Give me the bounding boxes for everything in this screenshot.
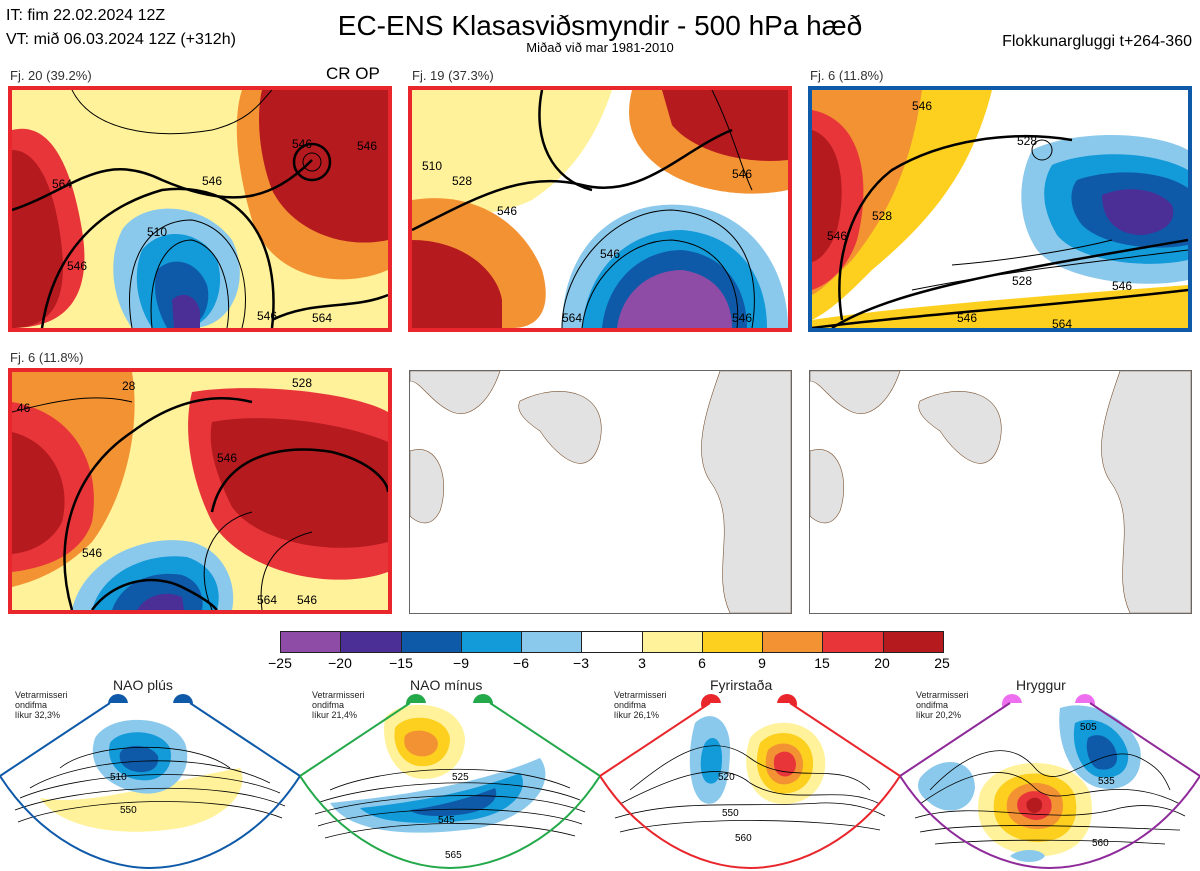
contour-label: 565 [445, 850, 462, 861]
contour-label: 546 [292, 137, 312, 151]
contour-label: 546 [912, 99, 932, 113]
colorbar-cell [582, 632, 643, 652]
regime-nao-plus-map: 510 550 [0, 702, 300, 870]
initial-time: IT: fim 22.02.2024 12Z [6, 7, 166, 24]
contour-label: 546 [202, 174, 222, 188]
colorbar-cell [702, 632, 764, 652]
panel-4-label: Fj. 6 (11.8%) [10, 350, 84, 365]
contour-label: 520 [718, 772, 735, 783]
regime-nao-plus-meta: Vetrarmisseri ondifma líkur 32,3% [15, 690, 68, 720]
contour-label: 546 [497, 204, 517, 218]
valid-time: VT: mið 06.03.2024 12Z (+312h) [6, 31, 236, 48]
colorbar-tick: 3 [638, 655, 646, 671]
regime-nao-minus-title: NAO mínus [410, 677, 483, 693]
contour-label: 528 [292, 376, 312, 390]
contour-label: 560 [1092, 838, 1109, 849]
contour-label: 564 [257, 593, 277, 607]
colorbar-tick: −6 [513, 655, 529, 671]
regime-ridge-meta: Vetrarmisseri ondifma líkur 20,2% [916, 690, 969, 720]
contour-label: 546 [957, 311, 977, 325]
contour-label: 550 [120, 805, 137, 816]
contour-label: 564 [1052, 317, 1072, 328]
contour-label: 525 [452, 772, 469, 783]
cluster-map-1: 546 546 510 546 564 546 564 546 [8, 86, 392, 332]
regime-nao-plus-title: NAO plús [113, 677, 173, 693]
contour-label: 546 [827, 229, 847, 243]
contour-label: 505 [1080, 722, 1097, 733]
colorbar-tick: −15 [389, 655, 413, 671]
empty-map-2 [809, 370, 1192, 614]
contour-label: 546 [732, 311, 752, 325]
colorbar-tick: −20 [328, 655, 352, 671]
colorbar-cell [401, 632, 462, 652]
colorbar-tick: 6 [698, 655, 706, 671]
contour-label: 564 [312, 311, 332, 325]
cluster-map-2: 510 528 546 546 546 564 546 [408, 86, 792, 332]
colorbar-tick: 20 [874, 655, 890, 671]
regime-blocking-title: Fyrirstaða [710, 677, 773, 693]
contour-label: 546 [357, 139, 377, 153]
colorbar-cell [341, 632, 402, 652]
colorbar-cell [823, 632, 884, 652]
colorbar-cell [763, 632, 824, 652]
colorbar-tick: 9 [758, 655, 766, 671]
contour-label: 535 [1098, 776, 1115, 787]
contour-label: 546 [732, 167, 752, 181]
regime-blocking-meta: Vetrarmisseri ondifma líkur 26,1% [614, 690, 667, 720]
contour-label: 546 [1112, 279, 1132, 293]
cluster-map-4: 46 28 528 546 546 564 546 [8, 368, 392, 614]
colorbar-tick: −25 [268, 655, 292, 671]
classification-window: Flokkunargluggi t+264-360 [1002, 33, 1192, 50]
contour-label: 546 [600, 247, 620, 261]
contour-label: 528 [1017, 134, 1037, 148]
page-subtitle: Miðað við mar 1981-2010 [526, 40, 674, 55]
page-title: EC-ENS Klasasviðsmyndir - 500 hPa hæð [337, 10, 863, 41]
contour-label: 28 [122, 379, 136, 393]
colorbar-cell [281, 632, 342, 652]
panel-3-label: Fj. 6 (11.8%) [810, 68, 884, 83]
panel-2-label: Fj. 19 (37.3%) [412, 68, 494, 83]
colorbar-cell [461, 632, 523, 652]
colorbar-tick: 15 [814, 655, 830, 671]
colorbar-tick: 25 [934, 655, 950, 671]
colorbar-tick: −3 [573, 655, 589, 671]
colorbar-cell [883, 632, 943, 652]
empty-map-1 [409, 370, 792, 614]
colorbar-cell [522, 632, 583, 652]
regime-ridge-map: 505 535 560 [900, 702, 1200, 870]
contour-label: 564 [562, 311, 582, 325]
contour-label: 510 [147, 225, 167, 239]
contour-label: 546 [257, 309, 277, 323]
cluster-map-3: 546 528 528 546 528 546 546 564 [808, 86, 1192, 332]
contour-label: 510 [110, 772, 127, 783]
contour-label: 546 [217, 451, 237, 465]
regime-nao-minus-meta: Vetrarmisseri ondifma líkur 21,4% [312, 690, 365, 720]
contour-label: 546 [67, 259, 87, 273]
colorbar-tick: −9 [453, 655, 469, 671]
contour-label: 528 [452, 174, 472, 188]
contour-label: 528 [872, 209, 892, 223]
contour-label: 546 [82, 546, 102, 560]
contour-label: 564 [52, 177, 72, 191]
panel-1-label: Fj. 20 (39.2%) [10, 68, 92, 83]
colorbar [280, 631, 944, 653]
contour-label: 560 [735, 833, 752, 844]
regime-nao-minus-map: 525 545 565 [300, 702, 600, 870]
regime-ridge-title: Hryggur [1016, 677, 1066, 693]
contour-label: 550 [722, 808, 739, 819]
contour-label: 528 [1012, 274, 1032, 288]
contour-label: 545 [438, 815, 455, 826]
contour-label: 546 [297, 593, 317, 607]
contour-label: 46 [17, 401, 31, 415]
panel-1-extra: CR OP [326, 64, 380, 83]
contour-label: 510 [422, 159, 442, 173]
regime-blocking-map: 520 550 560 [600, 702, 900, 870]
colorbar-cell [642, 632, 703, 652]
